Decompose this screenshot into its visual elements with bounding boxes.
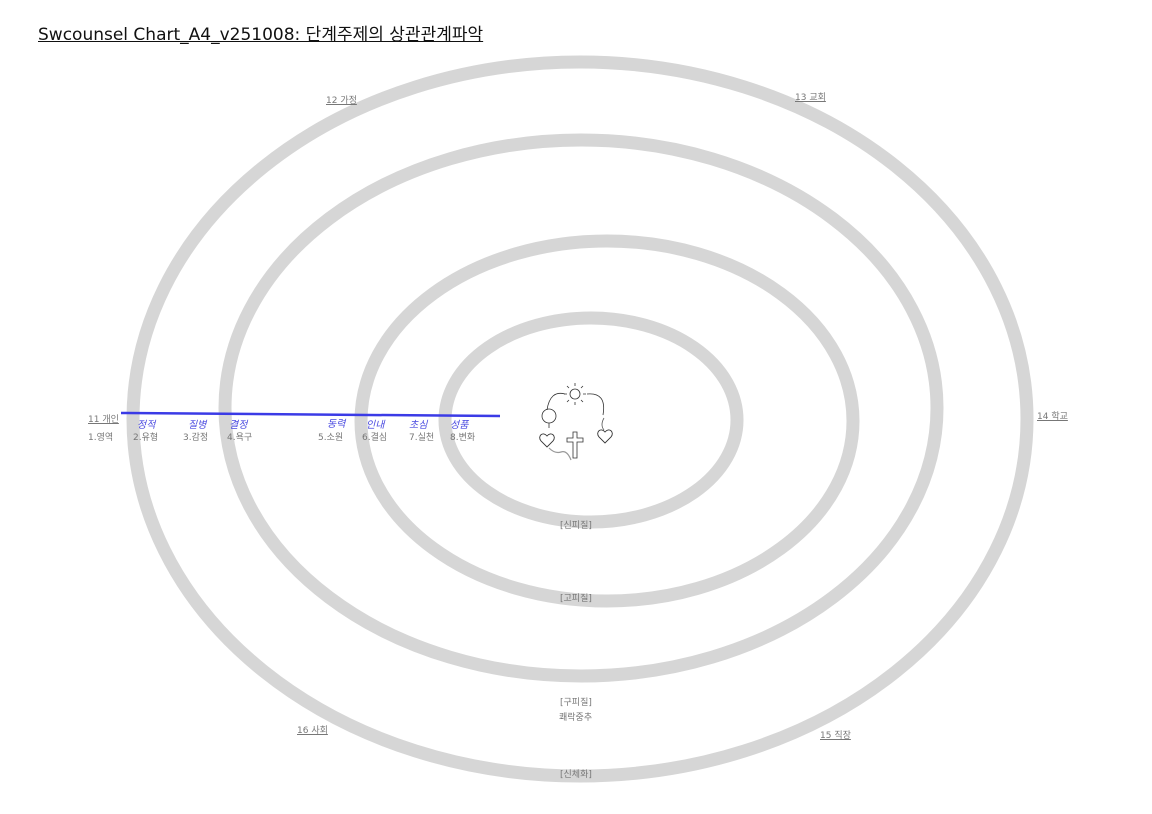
pleasure-center: 쾌락중추	[559, 713, 593, 723]
handwritten-note-6: 초심	[409, 420, 428, 431]
ring-second	[218, 133, 944, 683]
arrow-icon	[586, 393, 605, 416]
plant-icon	[601, 417, 605, 431]
layer-archicortex: [구피질]	[560, 698, 592, 708]
dna-icon	[548, 447, 572, 461]
heart-icon	[539, 433, 555, 448]
heart-icon	[597, 429, 613, 444]
domain-workplace: 15 직장	[820, 731, 851, 741]
sun-icon	[564, 383, 586, 405]
layer-neocortex: [신피질]	[560, 521, 592, 531]
handwritten-note-4: 동력	[327, 419, 346, 430]
ring-third	[354, 234, 860, 608]
tree-icon	[541, 408, 557, 428]
step-2: 2.유형	[133, 433, 159, 443]
step-6: 6.결심	[362, 433, 388, 443]
handwritten-note-7: 성품	[450, 420, 469, 431]
domain-church: 13 교회	[795, 93, 826, 103]
ring-outer	[126, 55, 1034, 783]
step-5: 5.소원	[318, 433, 344, 443]
page-title: Swcounsel Chart_A4_v251008: 단계주제의 상관관계파악	[38, 25, 484, 45]
layer-somatization: [신체화]	[560, 770, 592, 780]
domain-family: 12 가정	[326, 96, 357, 106]
cross-icon	[566, 431, 584, 459]
domain-school: 14 학교	[1037, 412, 1068, 422]
ring-inner	[438, 311, 744, 529]
step-1: 1.영역	[88, 433, 114, 443]
step-4: 4.욕구	[227, 433, 253, 443]
domain-society: 16 사회	[297, 726, 328, 736]
center-cycle-diagram	[539, 383, 613, 461]
handwritten-note-1: 정적	[137, 420, 156, 431]
layer-paleocortex: [고피질]	[560, 594, 592, 604]
domain-individual: 11 개인	[88, 415, 119, 425]
annotation-line	[120, 411, 501, 418]
step-7: 7.실천	[409, 433, 435, 443]
handwritten-note-3: 결정	[229, 420, 248, 431]
step-3: 3.감정	[183, 433, 209, 443]
arrow-icon	[546, 392, 566, 411]
step-8: 8.변화	[450, 433, 476, 443]
handwritten-note-5: 인내	[366, 420, 385, 431]
handwritten-note-2: 질병	[188, 420, 207, 431]
